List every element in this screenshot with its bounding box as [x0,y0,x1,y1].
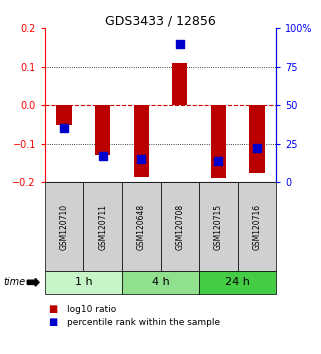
Point [62,126,67,131]
Bar [249,105,265,173]
Bar [211,105,226,178]
Text: GSM120711: GSM120711 [98,204,107,250]
Text: ■: ■ [48,317,57,327]
Text: 24 h: 24 h [225,277,250,287]
Text: GSM120715: GSM120715 [214,204,223,250]
Bar [134,105,149,177]
Bar [56,105,72,125]
Bar [95,105,110,155]
Text: 1 h: 1 h [75,277,92,287]
Point [177,41,182,47]
Point [139,156,144,162]
Text: GSM120716: GSM120716 [252,204,261,250]
Text: ■: ■ [48,304,57,314]
Point [254,145,259,151]
Text: percentile rank within the sample: percentile rank within the sample [67,318,221,327]
Text: time: time [3,277,25,287]
Title: GDS3433 / 12856: GDS3433 / 12856 [105,14,216,27]
Text: GSM120648: GSM120648 [137,204,146,250]
Text: 4 h: 4 h [152,277,169,287]
Text: GSM120710: GSM120710 [60,204,69,250]
Text: log10 ratio: log10 ratio [67,304,117,314]
Bar [172,63,187,105]
Point [100,153,105,159]
Point [216,158,221,164]
Text: GSM120708: GSM120708 [175,204,184,250]
